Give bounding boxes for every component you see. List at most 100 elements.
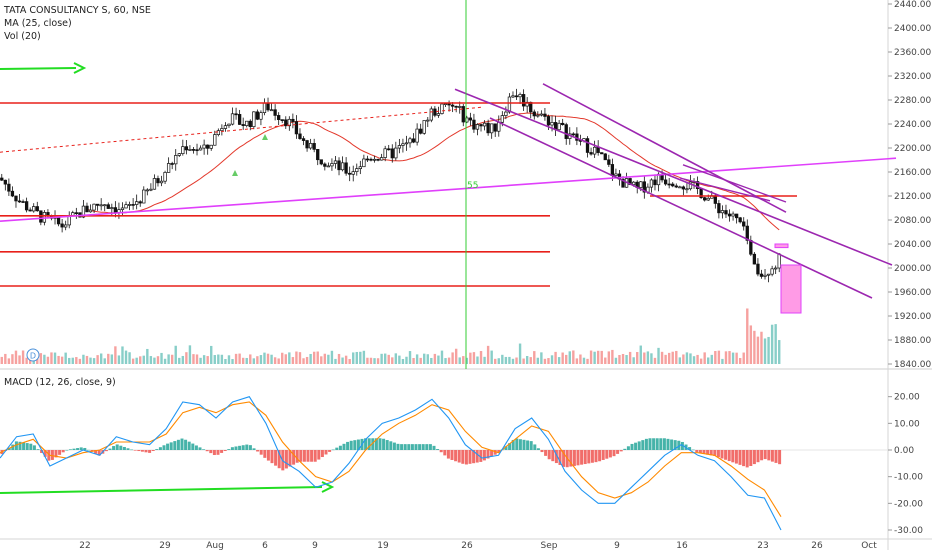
candle-body bbox=[490, 123, 494, 134]
macd-histogram-bar bbox=[461, 450, 465, 464]
volume-bar bbox=[14, 350, 18, 364]
volume-bar bbox=[717, 350, 721, 364]
macd-histogram-bar bbox=[439, 450, 443, 453]
macd-histogram-bar bbox=[648, 438, 652, 450]
signal-line bbox=[0, 401, 782, 517]
macd-histogram-bar bbox=[605, 450, 609, 459]
price-tick-label: 2200.00 bbox=[894, 144, 931, 154]
volume-bar bbox=[366, 357, 369, 364]
candle-body bbox=[497, 121, 501, 132]
candle-body bbox=[340, 162, 345, 171]
macd-histogram-bar bbox=[673, 440, 677, 450]
volume-bar bbox=[53, 352, 57, 364]
macd-histogram-bar bbox=[335, 447, 339, 450]
macd-histogram-bar bbox=[716, 450, 720, 458]
macd-histogram-bar bbox=[767, 450, 771, 461]
volume-bar bbox=[295, 351, 298, 364]
macd-histogram-bar bbox=[166, 443, 170, 450]
volume-bar bbox=[192, 354, 195, 364]
volume-bar bbox=[57, 355, 60, 364]
volume-bar bbox=[529, 357, 532, 364]
macd-histogram-bar bbox=[389, 441, 393, 450]
volume-bar bbox=[554, 351, 557, 364]
volume-bar bbox=[284, 354, 287, 364]
macd-histogram-bar bbox=[342, 443, 346, 450]
macd-histogram-bar bbox=[306, 450, 310, 462]
candle-body bbox=[152, 178, 157, 190]
candle-body bbox=[678, 186, 682, 189]
candle-body bbox=[85, 205, 89, 213]
price-tick-label: 2040.00 bbox=[894, 240, 931, 250]
volume-bar bbox=[348, 359, 351, 364]
x-tick-label: 6 bbox=[262, 541, 268, 550]
volume-bar bbox=[43, 354, 46, 364]
ma-label: MA (25, close) bbox=[4, 18, 72, 29]
candle-body bbox=[713, 195, 717, 204]
macd-histogram-bar bbox=[706, 450, 710, 455]
macd-histogram-bar bbox=[328, 450, 332, 452]
macd-histogram-bar bbox=[252, 448, 256, 450]
macd-histogram-bar bbox=[58, 450, 62, 455]
volume-bars bbox=[0, 308, 781, 364]
candle-body bbox=[323, 163, 327, 167]
macd-histogram-bar bbox=[68, 449, 72, 450]
candle-body bbox=[355, 168, 359, 173]
candle-body bbox=[337, 160, 341, 171]
volume-bar bbox=[68, 357, 71, 364]
volume-bar bbox=[160, 352, 163, 364]
macd-histogram-bar bbox=[72, 448, 76, 450]
candle-body bbox=[3, 179, 7, 185]
volume-bar bbox=[60, 356, 64, 364]
candle-body bbox=[213, 134, 217, 146]
candle-body bbox=[95, 203, 100, 206]
volume-bar bbox=[298, 352, 302, 364]
candle-body bbox=[756, 263, 760, 275]
candle-body bbox=[188, 149, 192, 151]
volume-bar bbox=[728, 351, 731, 364]
macd-histogram-bar bbox=[187, 441, 191, 450]
macd-histogram-bar bbox=[464, 450, 468, 465]
candle-body bbox=[475, 124, 480, 130]
macd-histogram-bar bbox=[324, 450, 328, 455]
macd-histogram-bar bbox=[83, 447, 87, 450]
volume-bar bbox=[646, 351, 650, 364]
volume-bar bbox=[540, 352, 543, 364]
macd-histogram-bar bbox=[436, 449, 440, 450]
candle-body bbox=[135, 201, 139, 205]
candle-body bbox=[745, 225, 749, 241]
macd-histogram-bar bbox=[313, 450, 317, 462]
volume-bar bbox=[355, 351, 358, 364]
macd-histogram-bar bbox=[184, 439, 188, 450]
macd-histogram-bar bbox=[151, 450, 155, 452]
volume-bar bbox=[671, 351, 674, 364]
candle-body bbox=[365, 158, 370, 161]
volume-bar bbox=[369, 357, 373, 364]
macd-histogram-bar bbox=[198, 447, 202, 450]
macd-histogram-bar bbox=[670, 439, 674, 450]
volume-bar bbox=[156, 356, 160, 364]
channel-mid-line bbox=[542, 83, 787, 213]
volume-bar bbox=[401, 358, 405, 364]
candle-body bbox=[589, 152, 593, 155]
macd-histogram-bar bbox=[371, 438, 375, 450]
macd-histogram-bar bbox=[533, 444, 537, 450]
macd-histogram-bar bbox=[475, 450, 479, 463]
volume-bar bbox=[217, 354, 220, 364]
candle-body bbox=[181, 146, 185, 154]
volume-bar bbox=[146, 348, 149, 364]
volume-bar bbox=[224, 359, 227, 364]
volume-bar bbox=[547, 358, 550, 364]
candle-body bbox=[344, 162, 348, 174]
candle-body bbox=[248, 120, 252, 128]
macd-histogram-bar bbox=[104, 450, 108, 452]
volume-bar bbox=[398, 355, 401, 364]
x-tick-label: Sep bbox=[541, 541, 558, 550]
price-tick-label: 1920.00 bbox=[894, 312, 931, 322]
macd-histogram-bar bbox=[220, 450, 224, 453]
macd-histogram-bar bbox=[454, 450, 458, 462]
volume-bar bbox=[323, 353, 327, 364]
macd-histogram-bar bbox=[486, 450, 490, 459]
macd-histogram-bar bbox=[126, 448, 130, 450]
ma-line bbox=[86, 112, 780, 231]
